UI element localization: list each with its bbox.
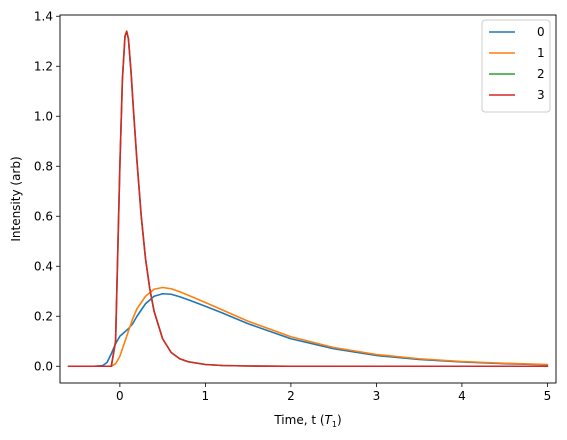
- legend-label: 1: [537, 46, 545, 60]
- y-tick-label: 0.2: [34, 309, 53, 323]
- x-axis: 0 1 2 3 4 5: [116, 383, 551, 403]
- y-axis: 0.0 0.2 0.4 0.6 0.8 1.0 1.2 1.4: [34, 9, 60, 373]
- legend: 0 1 2 3: [481, 19, 551, 113]
- legend-label: 2: [537, 67, 545, 81]
- legend-frame: [481, 19, 551, 113]
- y-tick-label: 0.6: [34, 209, 53, 223]
- x-tick-label: 1: [202, 389, 210, 403]
- x-axis-label-subscript: 1: [332, 420, 337, 429]
- y-tick-label: 0.8: [34, 159, 53, 173]
- x-axis-label: Time, t (T1): [273, 413, 341, 429]
- x-tick-label: 0: [116, 389, 124, 403]
- plot-frame: [59, 14, 557, 384]
- series-line-0: [67, 292, 549, 368]
- series-line-1: [67, 286, 549, 368]
- plot-area: [60, 15, 556, 383]
- x-axis-label-close: ): [337, 413, 342, 427]
- y-tick-label: 1.2: [34, 59, 53, 73]
- x-tick-label: 3: [373, 389, 381, 403]
- legend-label: 0: [537, 25, 545, 39]
- y-tick-label: 1.4: [34, 9, 53, 23]
- y-axis-label: Intensity (arb): [9, 156, 23, 241]
- x-tick-label: 5: [544, 389, 552, 403]
- legend-label: 3: [537, 88, 545, 102]
- x-tick-label: 4: [458, 389, 466, 403]
- y-tick-label: 1.0: [34, 109, 53, 123]
- series-line-3: [67, 30, 549, 368]
- y-tick-label: 0.4: [34, 259, 53, 273]
- series-layer: [67, 30, 549, 368]
- x-tick-label: 2: [287, 389, 295, 403]
- x-axis-label-symbol: T: [325, 413, 334, 427]
- y-tick-label: 0.0: [34, 359, 53, 373]
- x-axis-label-text: Time, t (: [273, 413, 324, 427]
